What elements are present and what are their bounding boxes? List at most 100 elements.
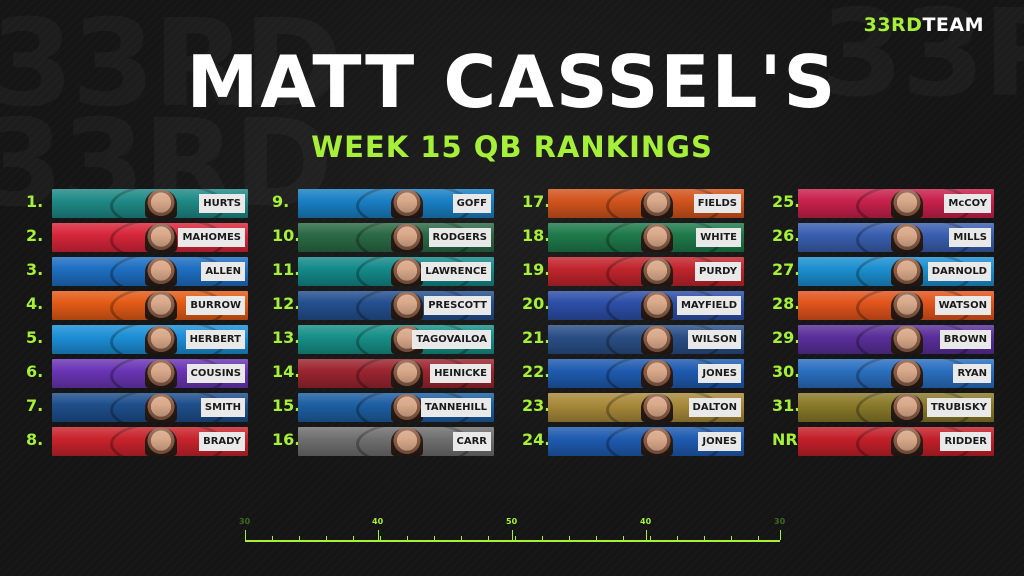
player-headshot-icon <box>891 428 923 456</box>
player-card: MAHOMES <box>52 223 248 252</box>
rank-number: 13. <box>272 328 301 347</box>
player-name-tag: MAYFIELD <box>676 296 741 315</box>
yard-tick-minor <box>569 536 570 540</box>
player-name-tag: PURDY <box>695 262 741 281</box>
player-card: BROWN <box>798 325 994 354</box>
player-name-tag: WATSON <box>934 296 991 315</box>
player-card: WATSON <box>798 291 994 320</box>
yard-tick-minor <box>488 536 489 540</box>
player-headshot-icon <box>641 360 673 388</box>
ranking-row: 31. TRUBISKY <box>772 393 1012 422</box>
player-card: TAGOVAILOA <box>298 325 494 354</box>
rank-number: 14. <box>272 362 301 381</box>
yard-tick-minor <box>272 536 273 540</box>
ranking-row: 2. MAHOMES <box>26 223 266 252</box>
ranking-row: 22. JONES <box>522 359 762 388</box>
ranking-row: 14. HEINICKE <box>272 359 512 388</box>
yard-tick-minor <box>704 536 705 540</box>
player-card: COUSINS <box>52 359 248 388</box>
player-card: DALTON <box>548 393 744 422</box>
yard-label: 40 <box>640 517 652 526</box>
player-name-tag: WHITE <box>696 228 741 247</box>
rank-number: 22. <box>522 362 551 381</box>
page-subtitle: WEEK 15 QB RANKINGS <box>311 130 713 164</box>
player-card: PRESCOTT <box>298 291 494 320</box>
player-name-tag: MAHOMES <box>178 228 245 247</box>
yard-tick-major <box>245 530 246 540</box>
player-card: RODGERS <box>298 223 494 252</box>
rank-number: 28. <box>772 294 801 313</box>
ranking-row: 17. FIELDS <box>522 189 762 218</box>
player-name-tag: HERBERT <box>185 330 245 349</box>
player-headshot-icon <box>145 428 177 456</box>
ranking-row: 30. RYAN <box>772 359 1012 388</box>
yard-tick-minor <box>623 536 624 540</box>
yard-tick-major <box>378 530 379 540</box>
rank-number: 16. <box>272 430 301 449</box>
rank-number: 23. <box>522 396 551 415</box>
yard-label: 30 <box>774 517 786 526</box>
player-name-tag: BURROW <box>186 296 245 315</box>
player-name-tag: TANNEHILL <box>420 398 491 417</box>
yard-tick-minor <box>731 536 732 540</box>
rankings-column-4: 25. McCOY 26. MILLS 27. DARNOLD 28. WATSON 29. BR… <box>772 189 1012 461</box>
yard-line <box>245 540 780 542</box>
player-name-tag: TRUBISKY <box>926 398 991 417</box>
yard-tick-minor <box>380 536 381 540</box>
yard-tick-major <box>646 530 647 540</box>
yard-tick-minor <box>461 536 462 540</box>
player-name-tag: GOFF <box>452 194 491 213</box>
ranking-row: 8. BRADY <box>26 427 266 456</box>
yard-label: 50 <box>506 517 518 526</box>
player-card: CARR <box>298 427 494 456</box>
ranking-row: 18. WHITE <box>522 223 762 252</box>
ranking-row: 23. DALTON <box>522 393 762 422</box>
player-headshot-icon <box>145 190 177 218</box>
yard-tick-minor <box>434 536 435 540</box>
ranking-row: 12. PRESCOTT <box>272 291 512 320</box>
player-headshot-icon <box>641 224 673 252</box>
player-headshot-icon <box>891 190 923 218</box>
player-headshot-icon <box>641 428 673 456</box>
player-card: DARNOLD <box>798 257 994 286</box>
player-name-tag: COUSINS <box>186 364 245 383</box>
player-name-tag: HEINICKE <box>430 364 491 383</box>
player-headshot-icon <box>145 360 177 388</box>
player-headshot-icon <box>641 190 673 218</box>
yard-tick-minor <box>677 536 678 540</box>
player-card: HEINICKE <box>298 359 494 388</box>
ranking-row: 26. MILLS <box>772 223 1012 252</box>
rank-number: 29. <box>772 328 801 347</box>
player-headshot-icon <box>891 224 923 252</box>
rank-number: 10. <box>272 226 301 245</box>
yard-tick-minor <box>353 536 354 540</box>
player-card: SMITH <box>52 393 248 422</box>
ranking-row: 19. PURDY <box>522 257 762 286</box>
player-headshot-icon <box>391 428 423 456</box>
rank-number: 18. <box>522 226 551 245</box>
ranking-row: 21. WILSON <box>522 325 762 354</box>
player-name-tag: PRESCOTT <box>424 296 491 315</box>
yard-tick-minor <box>758 536 759 540</box>
rankings-column-3: 17. FIELDS 18. WHITE 19. PURDY 20. MAYFIELD 21. W… <box>522 189 762 461</box>
player-card: BRADY <box>52 427 248 456</box>
ranking-row: 9. GOFF <box>272 189 512 218</box>
yard-tick-minor <box>515 536 516 540</box>
player-card: BURROW <box>52 291 248 320</box>
brand-logo-part1: 33RD <box>863 14 923 36</box>
player-name-tag: DARNOLD <box>927 262 991 281</box>
player-card: LAWRENCE <box>298 257 494 286</box>
player-headshot-icon <box>391 292 423 320</box>
player-headshot-icon <box>391 360 423 388</box>
player-name-tag: MILLS <box>949 228 991 247</box>
player-name-tag: SMITH <box>200 398 245 417</box>
rank-number: 24. <box>522 430 551 449</box>
rank-number: 31. <box>772 396 801 415</box>
yard-tick-major <box>512 530 513 540</box>
player-name-tag: FIELDS <box>693 194 741 213</box>
player-name-tag: HURTS <box>199 194 245 213</box>
ranking-row: 16. CARR <box>272 427 512 456</box>
ranking-row: 1. HURTS <box>26 189 266 218</box>
rankings-column-1: 1. HURTS 2. MAHOMES 3. ALLEN 4. BURROW 5. HERBERT… <box>26 189 266 461</box>
